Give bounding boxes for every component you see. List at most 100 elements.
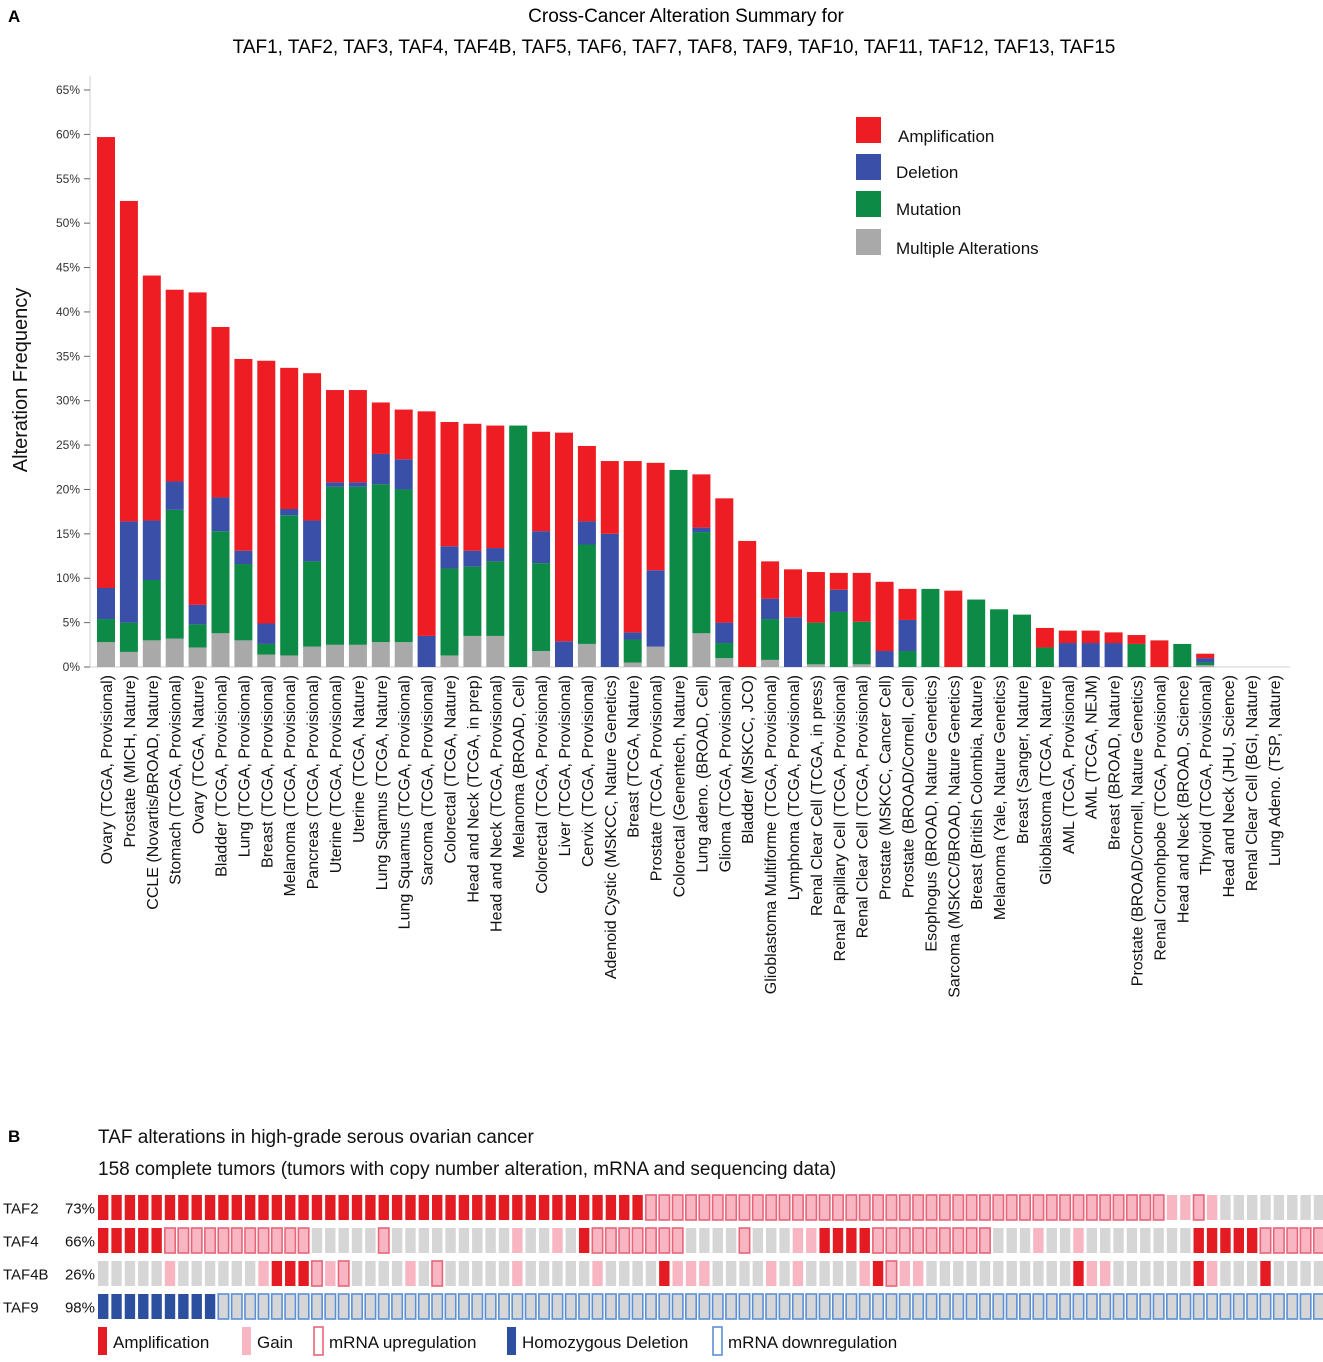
category-label: Lung Adeno. (TSP, Nature) (1267, 675, 1284, 866)
cell-taf9-27 (457, 1293, 470, 1320)
bar-amplification-22 (600, 461, 619, 534)
legend: Amplification Deletion Mutation Multiple Al… (856, 117, 1039, 258)
cell-taf4b-50 (766, 1261, 777, 1286)
category-label: Sarcoma (MSKCC/BROAD, Nature Genetics) (946, 675, 963, 998)
cell-taf4b-10 (231, 1261, 242, 1286)
bar-amplification-1 (119, 200, 138, 522)
oncoprint-subtitle: 158 complete tumors (tumors with copy nu… (98, 1159, 836, 1180)
cell-taf4-88 (1272, 1227, 1285, 1254)
cell-taf4-65 (965, 1227, 978, 1254)
cell-taf4b-31 (512, 1261, 523, 1286)
bar-multiple-alterations-10 (326, 644, 344, 667)
cell-taf2-69 (1019, 1194, 1032, 1221)
oncoprint-legend-swatch-amplification (98, 1327, 107, 1355)
cell-taf9-25 (431, 1293, 444, 1320)
cell-taf4-14 (284, 1227, 297, 1254)
category-label: Prostate (BROAD/Cornell, Cell) (901, 675, 918, 898)
cell-taf4-82 (1193, 1228, 1204, 1253)
oncoprint-legend-swatch-mrna-downregulation (712, 1326, 723, 1356)
bar-amplification-13 (394, 409, 413, 460)
bar-multiple-alterations-8 (280, 655, 299, 667)
cell-taf4-77 (1126, 1228, 1138, 1253)
cell-taf2-91 (1313, 1195, 1323, 1220)
cell-taf4-55 (832, 1228, 844, 1253)
legend-label-amplification: Amplification (898, 127, 994, 146)
category-label: Head and Neck (JHU, Science) (1221, 675, 1238, 897)
cell-taf4b-90 (1300, 1261, 1311, 1286)
cell-taf2-71 (1045, 1194, 1058, 1221)
cell-taf2-70 (1032, 1194, 1045, 1221)
bar-deletion-34 (875, 651, 894, 667)
category-label: Colorectal (TCGA, Nature) (443, 675, 460, 864)
gene-pct-taf4: 66% (65, 1234, 95, 1251)
cell-taf4b-49 (752, 1261, 764, 1286)
bar-multiple-alterations-21 (577, 643, 596, 667)
y-tick-label: 40% (56, 305, 80, 319)
cell-taf2-8 (204, 1195, 216, 1220)
cell-taf9-13 (270, 1293, 283, 1320)
cell-taf4b-32 (525, 1261, 536, 1286)
cell-taf2-58 (872, 1194, 885, 1221)
category-label: Esophogus (BROAD, Nature Genetics) (923, 675, 940, 952)
cell-taf4b-86 (1246, 1261, 1258, 1286)
bar-amplification-15 (440, 421, 459, 547)
cell-taf4-1 (111, 1228, 122, 1253)
cell-taf2-47 (725, 1194, 738, 1221)
bar-mutation-40 (1013, 614, 1031, 667)
bar-mutation-32 (829, 611, 848, 667)
bar-multiple-alterations-19 (532, 651, 551, 667)
cell-taf2-12 (258, 1195, 269, 1220)
bar-amplification-7 (257, 360, 276, 624)
cell-taf4-24 (418, 1228, 430, 1253)
bar-amplification-42 (1058, 630, 1077, 644)
cell-taf4-15 (297, 1227, 310, 1254)
category-label: Melanoma (Yale, Nature Genetics) (992, 675, 1009, 920)
cell-taf4b-69 (1019, 1261, 1031, 1286)
cell-taf2-87 (1260, 1195, 1271, 1220)
y-tick-label: 20% (56, 482, 80, 496)
cell-taf4b-28 (472, 1261, 483, 1286)
bar-amplification-6 (234, 358, 253, 551)
cell-taf4b-1 (111, 1261, 122, 1286)
oncoprint-legend-label-mrna-downregulation: mRNA downregulation (728, 1333, 897, 1352)
cell-taf2-6 (178, 1195, 189, 1220)
y-tick-label: 30% (56, 394, 80, 408)
cell-taf2-39 (619, 1195, 630, 1220)
category-label: Lung adeno. (BROAD, Cell) (694, 675, 711, 872)
cell-taf2-7 (191, 1195, 202, 1220)
cell-taf4-58 (872, 1227, 885, 1254)
cell-taf2-81 (1180, 1195, 1191, 1220)
cell-taf4b-26 (445, 1261, 456, 1286)
cell-taf4-10 (230, 1227, 243, 1254)
bar-amplification-24 (646, 462, 665, 571)
y-tick-label: 55% (56, 172, 80, 186)
cell-taf4-85 (1233, 1228, 1244, 1253)
cell-taf9-28 (471, 1293, 484, 1320)
cell-taf4b-46 (712, 1261, 723, 1286)
cell-taf9-10 (230, 1293, 243, 1320)
bar-mutation-38 (967, 599, 986, 667)
cell-taf4-39 (618, 1227, 631, 1254)
bar-deletion-6 (234, 550, 253, 565)
cell-taf4b-45 (699, 1261, 710, 1286)
cell-taf9-16 (310, 1293, 323, 1320)
cell-taf4b-65 (966, 1261, 977, 1286)
bar-amplification-44 (1104, 632, 1123, 644)
cell-taf4b-76 (1113, 1261, 1124, 1286)
cell-taf4b-22 (391, 1261, 403, 1286)
cell-taf2-14 (285, 1195, 296, 1220)
cell-taf2-46 (711, 1194, 724, 1221)
legend-swatch-amplification (856, 117, 881, 143)
cell-taf4-6 (177, 1227, 190, 1254)
category-label: Sarcoma (TCGA, Provisional) (420, 675, 437, 886)
cell-taf9-70 (1032, 1293, 1045, 1320)
bar-amplification-14 (417, 411, 436, 636)
oncoprint-legend-label-gain: Gain (257, 1333, 293, 1352)
cell-taf9-56 (845, 1293, 858, 1320)
cell-taf4b-36 (578, 1261, 590, 1286)
bar-mutation-29 (761, 619, 780, 660)
cell-taf9-62 (925, 1293, 938, 1320)
bar-mutation-39 (990, 609, 1009, 667)
cell-taf4-17 (325, 1228, 336, 1253)
cell-taf4-67 (993, 1228, 1004, 1253)
